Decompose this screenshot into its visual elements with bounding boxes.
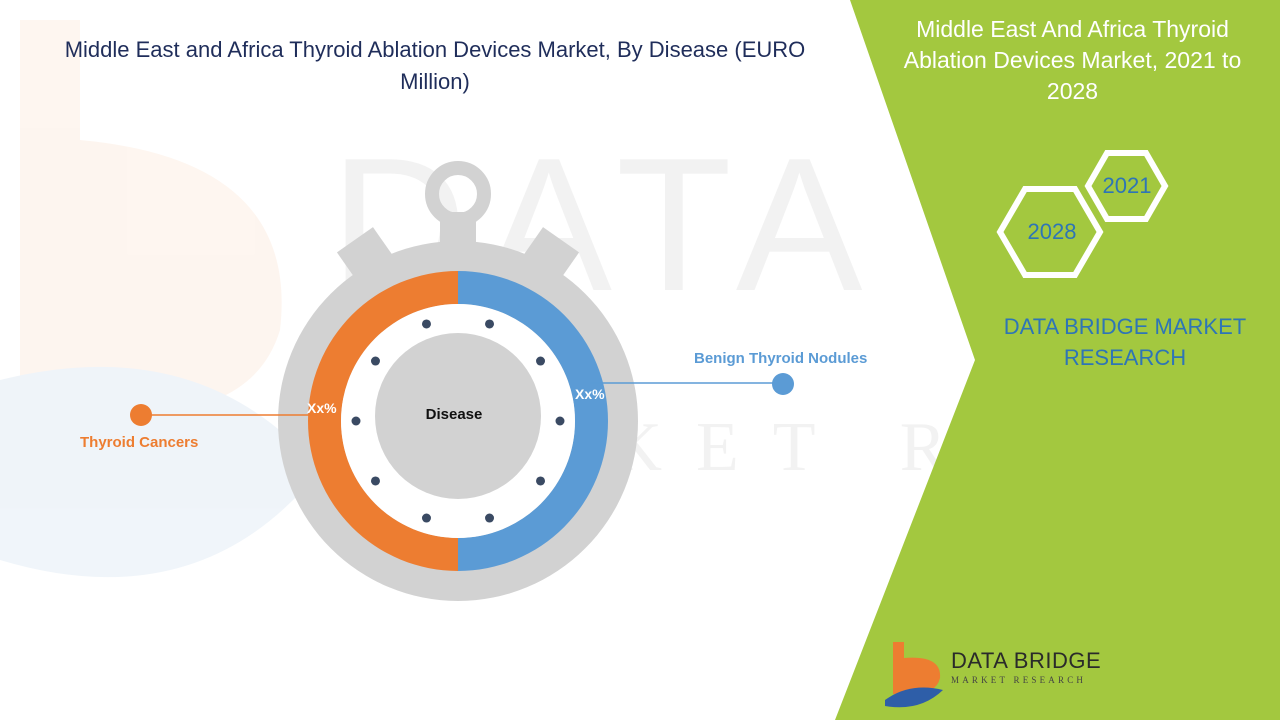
donut-slice-cancers xyxy=(308,271,458,571)
dial-tick xyxy=(421,513,431,523)
dial-tick xyxy=(555,416,565,426)
chart-title: Middle East and Africa Thyroid Ablation … xyxy=(64,37,806,94)
logo-tagline: MARKET RESEARCH xyxy=(951,675,1087,685)
logo-name: DATA BRIDGE xyxy=(951,648,1102,673)
side-panel-title: Middle East And Africa Thyroid Ablation … xyxy=(903,16,1242,104)
hexagon-2028 xyxy=(996,186,1104,278)
dial-tick xyxy=(351,416,361,426)
side-panel-background xyxy=(835,0,1280,720)
dial-tick xyxy=(370,356,380,366)
hexagon-2021 xyxy=(1084,150,1169,222)
dial-tick xyxy=(536,476,546,486)
series-label-benign: Benign Thyroid Nodules xyxy=(694,350,868,367)
year-end-label: 2028 xyxy=(1027,219,1077,244)
center-label: Disease xyxy=(425,406,483,423)
logo-bar xyxy=(893,642,904,694)
series-label-cancers: Thyroid Cancers xyxy=(80,434,199,451)
donut-slice-benign xyxy=(458,271,608,571)
watermark-logo-bowl xyxy=(80,140,282,414)
logo-mark xyxy=(885,642,943,708)
dial-tick xyxy=(536,356,546,366)
logo-wave xyxy=(885,687,943,708)
dial-tick xyxy=(485,513,495,523)
dial-tick xyxy=(370,476,380,486)
percent-label-cancers: Xx% xyxy=(307,400,337,416)
dial-ticks xyxy=(351,319,565,523)
center-hub xyxy=(375,333,541,499)
leader-dot-cancers xyxy=(130,404,152,426)
logo-bowl xyxy=(904,657,941,695)
dial-tick xyxy=(421,319,431,329)
percent-label-benign: Xx% xyxy=(575,386,605,402)
year-start-label: 2021 xyxy=(1102,173,1152,198)
dial-tick xyxy=(485,319,495,329)
watermark-logo-wave xyxy=(0,366,320,578)
brand-name: DATA BRIDGE MARKET RESEARCH xyxy=(1003,314,1247,370)
leader-dot-benign xyxy=(772,373,794,395)
watermark-logo-bar xyxy=(20,20,80,380)
donut-slices xyxy=(308,271,608,571)
